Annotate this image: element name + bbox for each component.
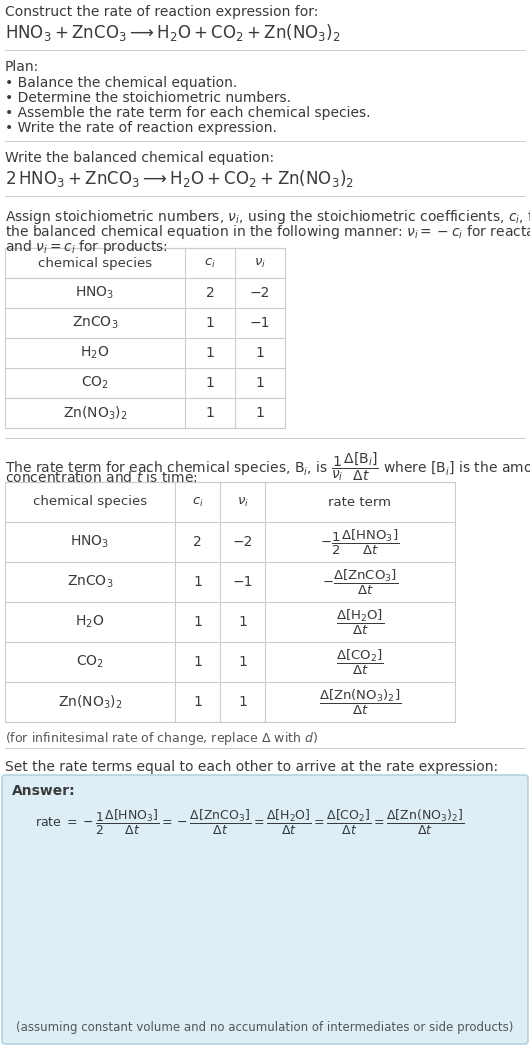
Text: $\mathrm{HNO_3 + ZnCO_3 \longrightarrow H_2O + CO_2 + Zn(NO_3)_2}$: $\mathrm{HNO_3 + ZnCO_3 \longrightarrow … — [5, 22, 341, 43]
Text: $-\dfrac{\Delta[\mathrm{ZnCO_3}]}{\Delta t}$: $-\dfrac{\Delta[\mathrm{ZnCO_3}]}{\Delta… — [322, 567, 398, 596]
Text: chemical species: chemical species — [33, 496, 147, 508]
Text: $\mathrm{HNO_3}$: $\mathrm{HNO_3}$ — [75, 285, 114, 301]
Text: 1: 1 — [238, 615, 247, 629]
Text: −2: −2 — [232, 535, 253, 549]
Text: $\dfrac{\Delta[\mathrm{H_2O}]}{\Delta t}$: $\dfrac{\Delta[\mathrm{H_2O}]}{\Delta t}… — [336, 608, 384, 637]
Text: Set the rate terms equal to each other to arrive at the rate expression:: Set the rate terms equal to each other t… — [5, 760, 498, 774]
Text: 2: 2 — [206, 286, 214, 300]
Text: • Determine the stoichiometric numbers.: • Determine the stoichiometric numbers. — [5, 91, 291, 105]
Text: 1: 1 — [193, 695, 202, 709]
Text: $c_i$: $c_i$ — [191, 496, 204, 508]
Text: $\mathrm{CO_2}$: $\mathrm{CO_2}$ — [81, 374, 109, 391]
Text: $\mathrm{HNO_3}$: $\mathrm{HNO_3}$ — [70, 533, 110, 550]
Text: 1: 1 — [193, 655, 202, 669]
Text: $\nu_i$: $\nu_i$ — [254, 256, 266, 270]
Text: $\mathrm{H_2O}$: $\mathrm{H_2O}$ — [75, 614, 104, 630]
Text: and $\nu_i = c_i$ for products:: and $\nu_i = c_i$ for products: — [5, 238, 168, 256]
Text: • Balance the chemical equation.: • Balance the chemical equation. — [5, 76, 237, 90]
Text: Plan:: Plan: — [5, 60, 39, 74]
Text: rate term: rate term — [329, 496, 392, 508]
Text: $-\dfrac{1}{2}\dfrac{\Delta[\mathrm{HNO_3}]}{\Delta t}$: $-\dfrac{1}{2}\dfrac{\Delta[\mathrm{HNO_… — [320, 527, 400, 556]
Text: • Write the rate of reaction expression.: • Write the rate of reaction expression. — [5, 121, 277, 135]
Text: rate $= -\dfrac{1}{2}\dfrac{\Delta[\mathrm{HNO_3}]}{\Delta t} = -\dfrac{\Delta[\: rate $= -\dfrac{1}{2}\dfrac{\Delta[\math… — [35, 808, 464, 837]
Text: (assuming constant volume and no accumulation of intermediates or side products): (assuming constant volume and no accumul… — [16, 1021, 514, 1033]
Text: 1: 1 — [193, 615, 202, 629]
Text: Assign stoichiometric numbers, $\nu_i$, using the stoichiometric coefficients, $: Assign stoichiometric numbers, $\nu_i$, … — [5, 208, 530, 226]
Text: concentration and $t$ is time:: concentration and $t$ is time: — [5, 470, 198, 485]
Text: $\mathrm{Zn(NO_3)_2}$: $\mathrm{Zn(NO_3)_2}$ — [58, 693, 122, 710]
Text: 1: 1 — [255, 346, 264, 360]
Text: $\dfrac{\Delta[\mathrm{Zn(NO_3)_2}]}{\Delta t}$: $\dfrac{\Delta[\mathrm{Zn(NO_3)_2}]}{\De… — [319, 687, 401, 717]
Text: 1: 1 — [238, 655, 247, 669]
Text: Write the balanced chemical equation:: Write the balanced chemical equation: — [5, 151, 274, 165]
Text: 1: 1 — [193, 575, 202, 589]
Text: chemical species: chemical species — [38, 256, 152, 270]
Text: $\mathrm{H_2O}$: $\mathrm{H_2O}$ — [81, 345, 110, 361]
Text: $\mathrm{2\, HNO_3 + ZnCO_3 \longrightarrow H_2O + CO_2 + Zn(NO_3)_2}$: $\mathrm{2\, HNO_3 + ZnCO_3 \longrightar… — [5, 168, 354, 189]
Text: −2: −2 — [250, 286, 270, 300]
Text: 1: 1 — [206, 376, 215, 390]
Text: 1: 1 — [206, 406, 215, 420]
Text: −1: −1 — [232, 575, 253, 589]
Text: 2: 2 — [193, 535, 202, 549]
Text: $\mathrm{Zn(NO_3)_2}$: $\mathrm{Zn(NO_3)_2}$ — [63, 405, 127, 422]
Text: 1: 1 — [206, 346, 215, 360]
Text: Construct the rate of reaction expression for:: Construct the rate of reaction expressio… — [5, 5, 319, 19]
Text: $\dfrac{\Delta[\mathrm{CO_2}]}{\Delta t}$: $\dfrac{\Delta[\mathrm{CO_2}]}{\Delta t}… — [336, 647, 384, 677]
Text: 1: 1 — [255, 376, 264, 390]
Text: −1: −1 — [250, 316, 270, 329]
Text: $\mathrm{CO_2}$: $\mathrm{CO_2}$ — [76, 654, 104, 670]
Text: $\nu_i$: $\nu_i$ — [236, 496, 249, 508]
Text: 1: 1 — [255, 406, 264, 420]
Bar — [5, 248, 285, 428]
Text: $\mathrm{ZnCO_3}$: $\mathrm{ZnCO_3}$ — [67, 574, 113, 590]
Text: the balanced chemical equation in the following manner: $\nu_i = -c_i$ for react: the balanced chemical equation in the fo… — [5, 223, 530, 241]
Text: 1: 1 — [238, 695, 247, 709]
Bar — [5, 482, 455, 722]
Text: • Assemble the rate term for each chemical species.: • Assemble the rate term for each chemic… — [5, 106, 370, 120]
Text: (for infinitesimal rate of change, replace Δ with $d$): (for infinitesimal rate of change, repla… — [5, 730, 318, 747]
Text: The rate term for each chemical species, B$_i$, is $\dfrac{1}{\nu_i}\dfrac{\Delt: The rate term for each chemical species,… — [5, 450, 530, 483]
Text: 1: 1 — [206, 316, 215, 329]
Text: $\mathrm{ZnCO_3}$: $\mathrm{ZnCO_3}$ — [72, 315, 118, 332]
Text: $c_i$: $c_i$ — [204, 256, 216, 270]
Text: Answer:: Answer: — [12, 784, 76, 798]
FancyBboxPatch shape — [2, 775, 528, 1044]
